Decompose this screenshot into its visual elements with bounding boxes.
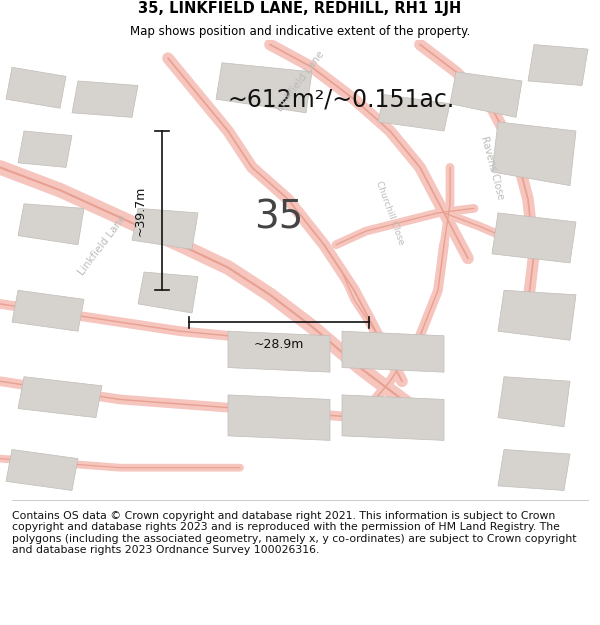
Polygon shape <box>342 395 444 441</box>
Polygon shape <box>138 272 198 313</box>
Polygon shape <box>450 72 522 118</box>
Polygon shape <box>528 44 588 86</box>
Polygon shape <box>6 449 78 491</box>
Text: 35, LINKFIELD LANE, REDHILL, RH1 1JH: 35, LINKFIELD LANE, REDHILL, RH1 1JH <box>139 1 461 16</box>
Text: Map shows position and indicative extent of the property.: Map shows position and indicative extent… <box>130 25 470 38</box>
Polygon shape <box>342 331 444 372</box>
Polygon shape <box>6 68 66 108</box>
Polygon shape <box>228 395 330 441</box>
Text: Churchill Close: Churchill Close <box>374 180 406 246</box>
Polygon shape <box>18 131 72 168</box>
Polygon shape <box>378 94 450 131</box>
Polygon shape <box>12 290 84 331</box>
Polygon shape <box>18 204 84 245</box>
Polygon shape <box>498 449 570 491</box>
Text: Contains OS data © Crown copyright and database right 2021. This information is : Contains OS data © Crown copyright and d… <box>12 511 577 556</box>
Text: Linkfield Lane: Linkfield Lane <box>76 213 128 277</box>
Polygon shape <box>18 377 102 418</box>
Text: 35: 35 <box>254 199 304 236</box>
Text: ~28.9m: ~28.9m <box>254 338 304 351</box>
Text: Ravens Close: Ravens Close <box>479 134 505 200</box>
Polygon shape <box>216 62 312 112</box>
Text: Linkfield Lane: Linkfield Lane <box>274 49 326 113</box>
Text: ~39.7m: ~39.7m <box>134 186 147 236</box>
Polygon shape <box>492 122 576 186</box>
Polygon shape <box>72 81 138 118</box>
Polygon shape <box>498 377 570 427</box>
Polygon shape <box>498 290 576 340</box>
Polygon shape <box>132 208 198 249</box>
Text: ~612m²/~0.151ac.: ~612m²/~0.151ac. <box>228 87 455 111</box>
Polygon shape <box>492 213 576 263</box>
Polygon shape <box>228 331 330 372</box>
